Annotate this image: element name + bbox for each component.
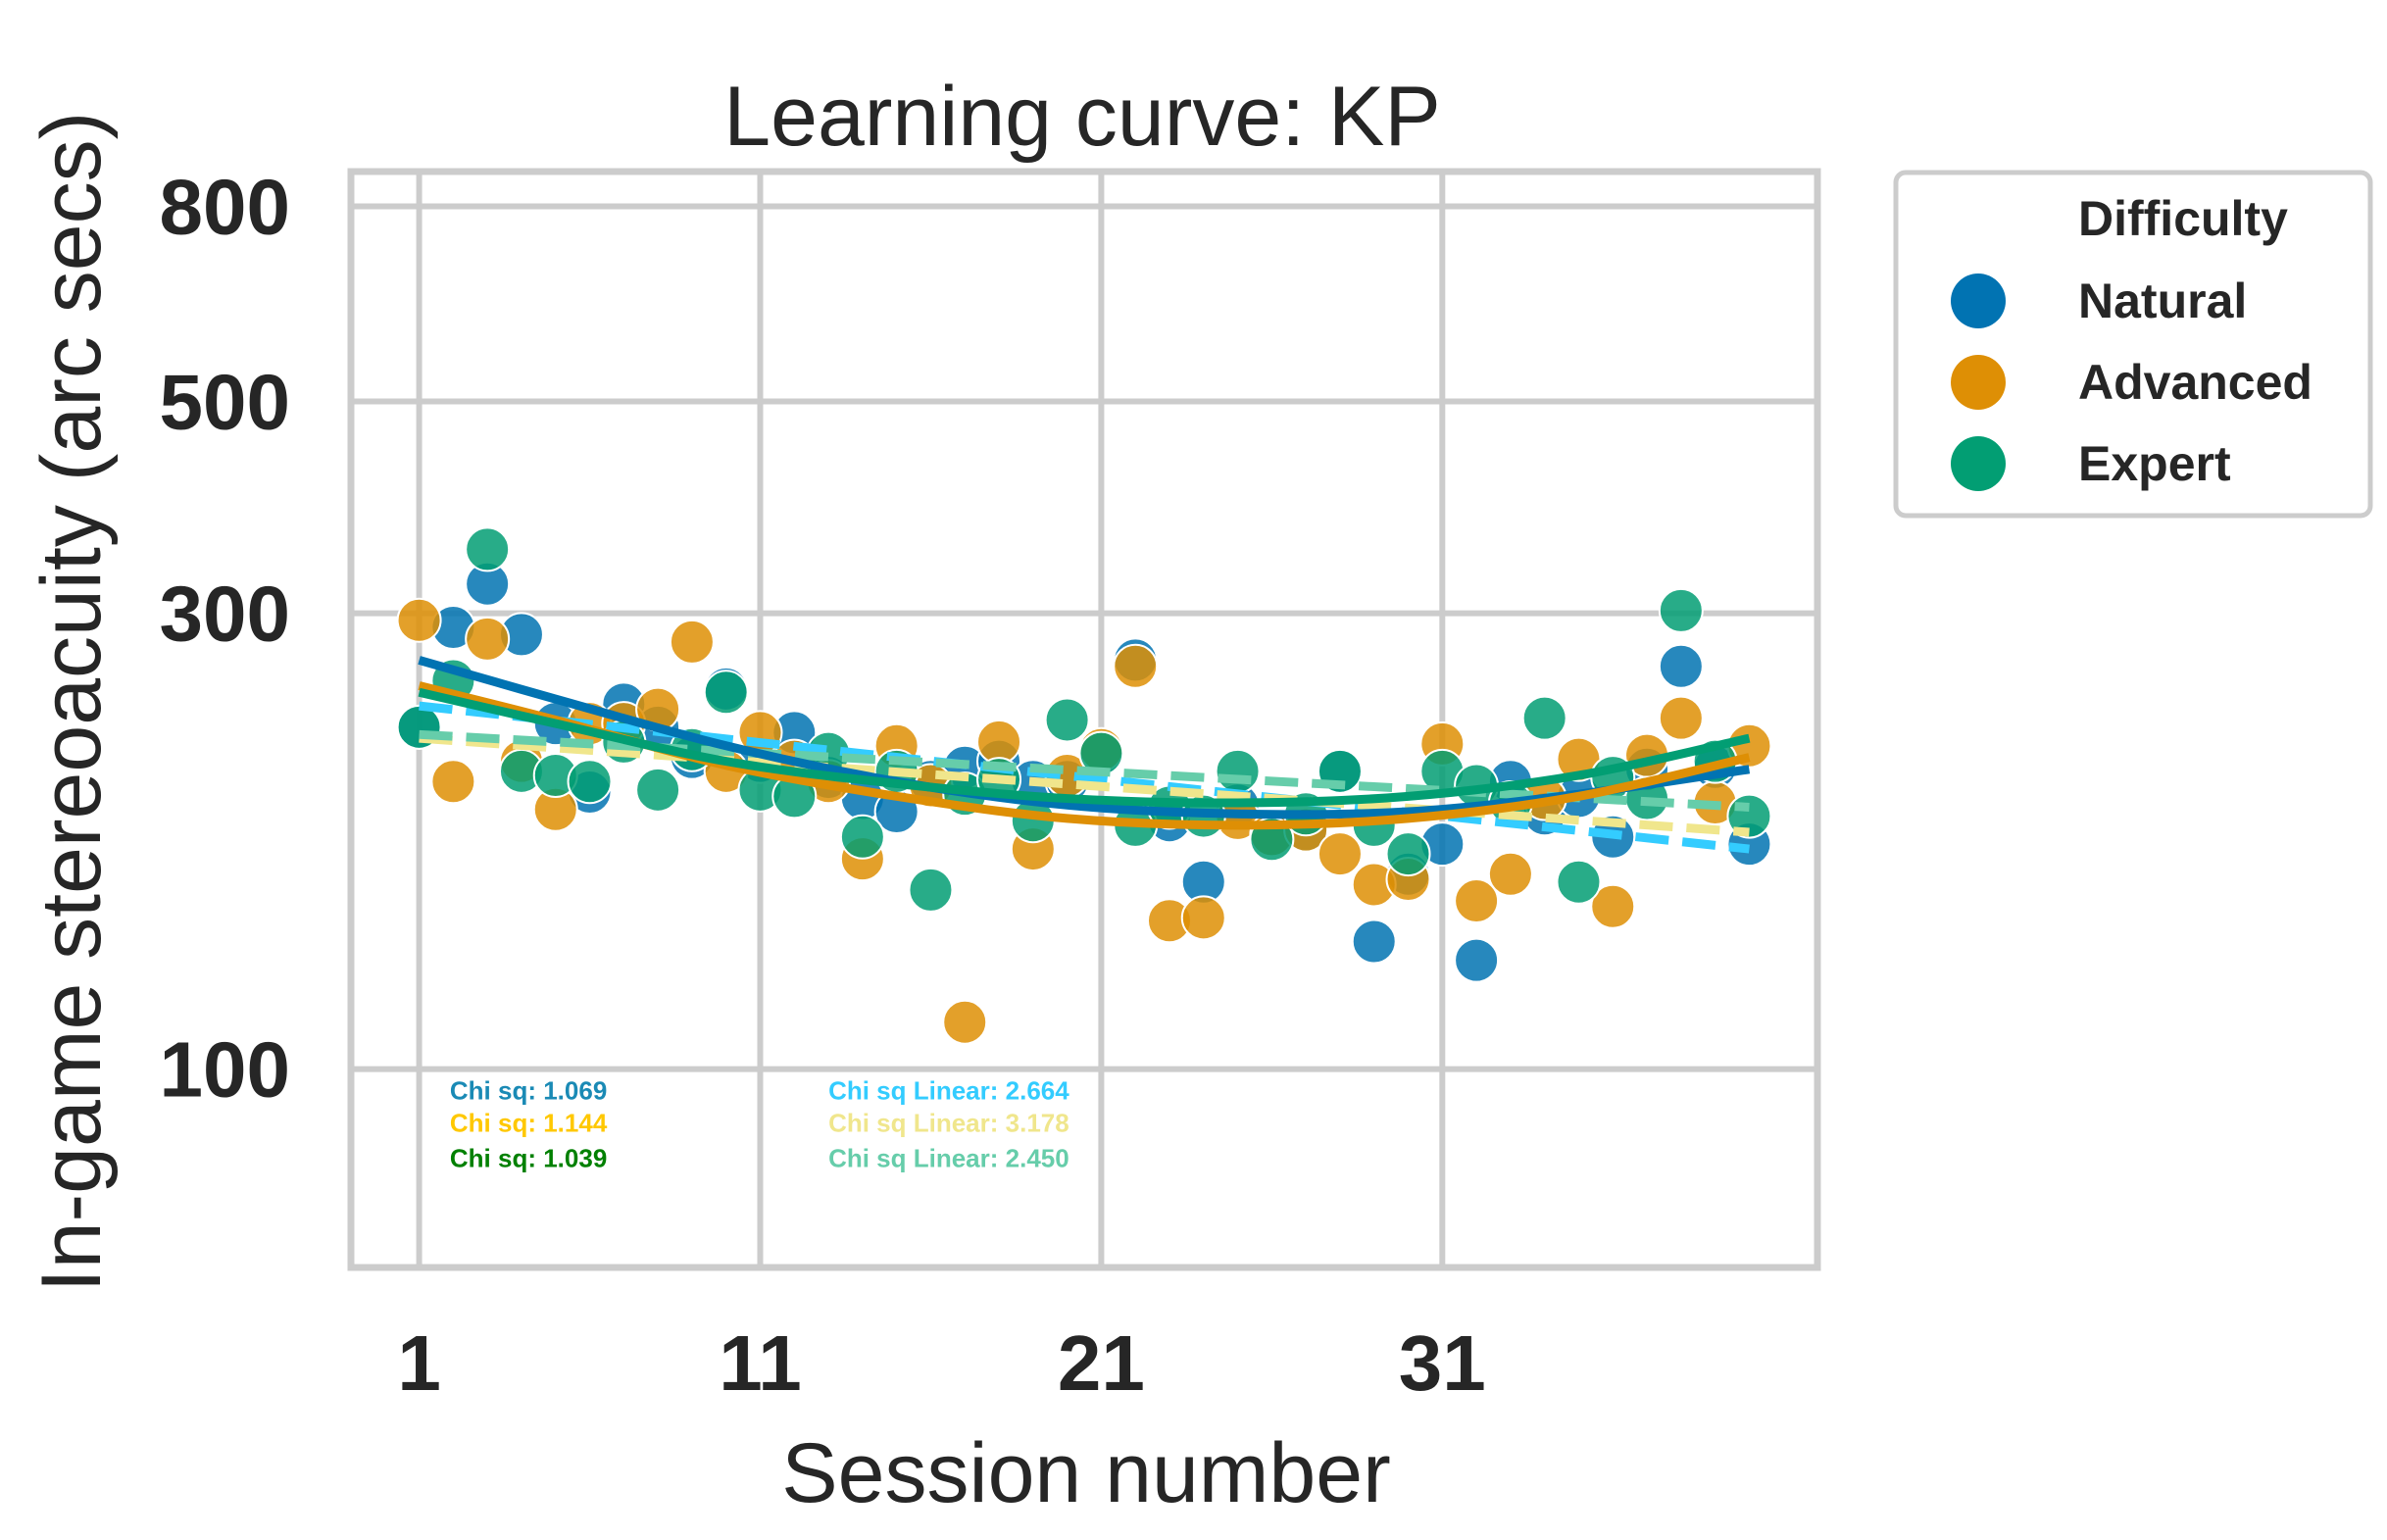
legend-marker-expert bbox=[1951, 436, 2006, 491]
legend-label-advanced: Advanced bbox=[2078, 355, 2312, 410]
legend-frame bbox=[1893, 170, 2373, 519]
point-expert-34 bbox=[1521, 695, 1567, 741]
x-tick-label-21: 21 bbox=[1058, 1319, 1145, 1407]
point-advanced-33 bbox=[1487, 851, 1533, 897]
legend-title: Difficulty bbox=[2078, 191, 2288, 246]
linear-fit-natural bbox=[419, 701, 1750, 854]
legend-marker-natural bbox=[1951, 273, 2006, 328]
grid-lines bbox=[351, 172, 1817, 1267]
y-tick-label-300: 300 bbox=[160, 571, 290, 658]
point-advanced-1 bbox=[396, 597, 442, 643]
fit-lines bbox=[418, 656, 1751, 854]
point-expert-35 bbox=[1556, 859, 1602, 905]
legend-marker-advanced bbox=[1951, 355, 2006, 410]
x-tick-label-31: 31 bbox=[1399, 1319, 1486, 1407]
point-expert-6 bbox=[567, 759, 613, 805]
y-axis-label: In-game stereoacuity (arc secs) bbox=[25, 112, 119, 1292]
legend-label-natural: Natural bbox=[2078, 273, 2247, 328]
annotation-2: Chi sq: 1.039 bbox=[450, 1143, 607, 1172]
point-expert-14 bbox=[839, 814, 885, 860]
point-advanced-24 bbox=[1180, 895, 1226, 941]
y-tick-label-800: 800 bbox=[160, 164, 290, 251]
point-natural-29 bbox=[1351, 919, 1397, 965]
annotation-4: Chi sq Linear: 3.178 bbox=[828, 1109, 1069, 1138]
point-advanced-9 bbox=[669, 619, 715, 665]
y-tick-label-500: 500 bbox=[160, 358, 290, 445]
linear-fit-advanced bbox=[419, 733, 1750, 837]
point-expert-25 bbox=[1215, 748, 1261, 794]
point-natural-38 bbox=[1658, 643, 1704, 689]
point-advanced-36 bbox=[1590, 883, 1636, 929]
plot-frame bbox=[347, 168, 1821, 1271]
y-tick-label-100: 100 bbox=[160, 1026, 290, 1114]
chart-title: Learning curve: KP bbox=[723, 70, 1440, 164]
annotation-0: Chi sq: 1.069 bbox=[450, 1075, 607, 1105]
point-expert-38 bbox=[1658, 587, 1704, 633]
point-natural-32 bbox=[1454, 937, 1500, 983]
point-expert-30 bbox=[1385, 831, 1431, 877]
point-advanced-28 bbox=[1317, 831, 1363, 877]
x-axis-label: Session number bbox=[781, 1426, 1390, 1520]
point-advanced-17 bbox=[942, 999, 988, 1045]
legend-label-expert: Expert bbox=[2078, 436, 2231, 491]
annotation-1: Chi sq: 1.144 bbox=[450, 1109, 608, 1138]
chi-square-annotations: Chi sq: 1.069 Chi sq: 1.144 Chi sq: 1.039 C… bbox=[450, 1075, 1069, 1172]
point-expert-3 bbox=[465, 526, 511, 572]
point-expert-10 bbox=[703, 670, 749, 716]
point-advanced-2 bbox=[430, 759, 476, 805]
x-tick-labels: 1 11 21 31 bbox=[397, 1319, 1485, 1407]
x-tick-label-1: 1 bbox=[397, 1319, 441, 1407]
point-advanced-38 bbox=[1658, 695, 1704, 741]
quadratic-fit-expert bbox=[418, 687, 1751, 808]
annotation-5: Chi sq Linear: 2.450 bbox=[828, 1143, 1069, 1172]
y-tick-labels: 100 300 500 800 bbox=[160, 164, 290, 1114]
legend: Difficulty Natural Advanced Expert bbox=[1893, 170, 2373, 519]
linear-fit-expert bbox=[419, 729, 1750, 812]
point-advanced-22 bbox=[1113, 643, 1159, 689]
annotation-3: Chi sq Linear: 2.664 bbox=[828, 1075, 1069, 1105]
point-advanced-3 bbox=[465, 616, 511, 662]
point-expert-16 bbox=[908, 867, 954, 913]
point-advanced-32 bbox=[1454, 878, 1500, 924]
point-expert-20 bbox=[1044, 697, 1090, 743]
point-expert-8 bbox=[635, 767, 681, 813]
x-tick-label-11: 11 bbox=[719, 1319, 802, 1407]
